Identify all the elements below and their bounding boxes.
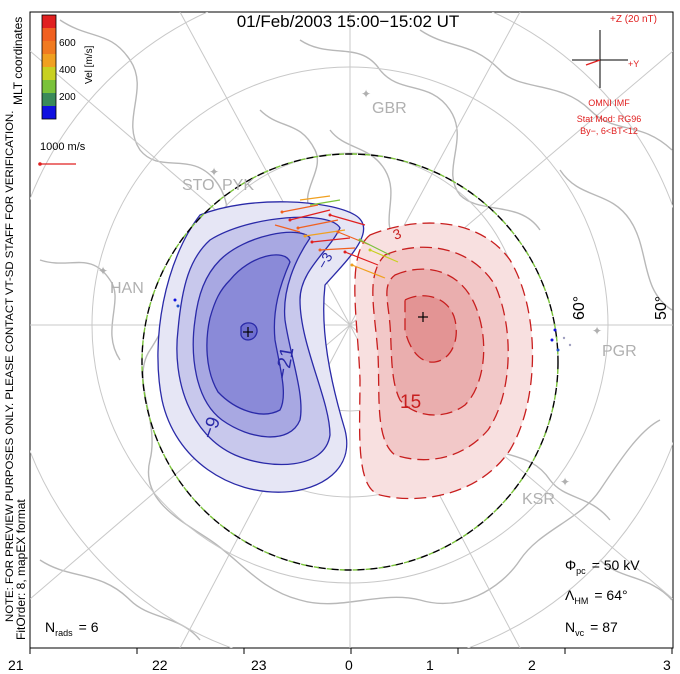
mlt-coordinates-label: MLT coordinates <box>11 17 25 105</box>
mlt-axis-labels: 21 22 23 0 1 2 3 <box>8 657 671 673</box>
positive-convection-cell <box>354 222 534 500</box>
pole-markers <box>243 312 428 337</box>
velocity-vectors <box>173 195 572 352</box>
mlt-tick-0: 0 <box>345 657 353 673</box>
svg-text:Nvc= 87: Nvc = 87 <box>565 619 618 638</box>
colorbar-tick-200: 200 <box>59 92 76 103</box>
station-pgr: PGR <box>602 343 637 360</box>
stat-lambda-hm: ΛHM = 64° <box>565 587 628 606</box>
contour-label-15: 15 <box>400 392 421 413</box>
station-marker-gbr: ✦ <box>361 87 371 101</box>
station-marker-han: ✦ <box>98 264 108 278</box>
colorbar-tick-400: 400 <box>59 65 76 76</box>
stat-n-rads: Nrads = 6 <box>45 619 99 638</box>
svg-text:Φpc= 50 kV: Φpc = 50 kV <box>565 557 640 576</box>
mlt-axis-ticks <box>29 648 673 654</box>
station-marker-pgr: ✦ <box>592 324 602 338</box>
mlt-tick-21: 21 <box>8 657 24 673</box>
mlt-tick-22: 22 <box>152 657 168 673</box>
colorbar <box>41 14 57 120</box>
svg-text:ΛHM= 64°: ΛHM = 64° <box>565 587 628 606</box>
station-ksr: KSR <box>522 491 555 508</box>
imf-source: OMNI IMF <box>588 98 630 108</box>
station-gbr: GBR <box>372 100 407 117</box>
scale-vector-label: 1000 m/s <box>40 141 86 153</box>
map-title: 01/Feb/2003 15:00−15:02 UT <box>237 12 460 31</box>
fit-order-note: FitOrder: 8, mapEX format <box>14 499 28 640</box>
coastlines <box>39 19 673 641</box>
station-sto: STO <box>182 177 215 194</box>
lat-label-60: 60° <box>571 296 588 320</box>
stat-n-vc: Nvc = 87 <box>565 619 618 638</box>
imf-y-label: +Y <box>628 59 639 69</box>
mlt-tick-23: 23 <box>251 657 267 673</box>
hmb-boundary-black <box>141 153 559 571</box>
imf-z-label: +Z (20 nT) <box>610 14 657 25</box>
svg-text:Nrads= 6: Nrads = 6 <box>45 619 99 638</box>
imf-vector-arrow <box>585 59 601 66</box>
imf-by-bt: By−, 6<BT<12 <box>580 126 638 136</box>
station-labels: GBR STO PYK HAN PGR KSR ✦ ✦ ✦ ✦ ✦ <box>98 87 637 508</box>
imf-stat-mod: Stat Mod: RG96 <box>577 114 642 124</box>
lat-label-50: 50° <box>653 296 670 320</box>
colorbar-label: Vel [m/s] <box>84 45 95 84</box>
preview-note: NOTE: FOR PREVIEW PURPOSES ONLY. PLEASE … <box>4 111 16 622</box>
stat-phi-pc: Φpc = 50 kV <box>565 557 640 576</box>
colorbar-tick-600: 600 <box>59 38 76 49</box>
station-marker-sto: ✦ <box>209 165 219 179</box>
station-han: HAN <box>110 280 144 297</box>
contour-label-neg3: −3 <box>314 249 336 271</box>
mlt-tick-3: 3 <box>663 657 671 673</box>
mlt-tick-2: 2 <box>528 657 536 673</box>
plot-frame <box>29 11 674 649</box>
station-pyk: PYK <box>222 177 254 194</box>
station-marker-ksr: ✦ <box>560 475 570 489</box>
negative-convection-cell <box>157 201 365 493</box>
mlt-tick-1: 1 <box>426 657 434 673</box>
